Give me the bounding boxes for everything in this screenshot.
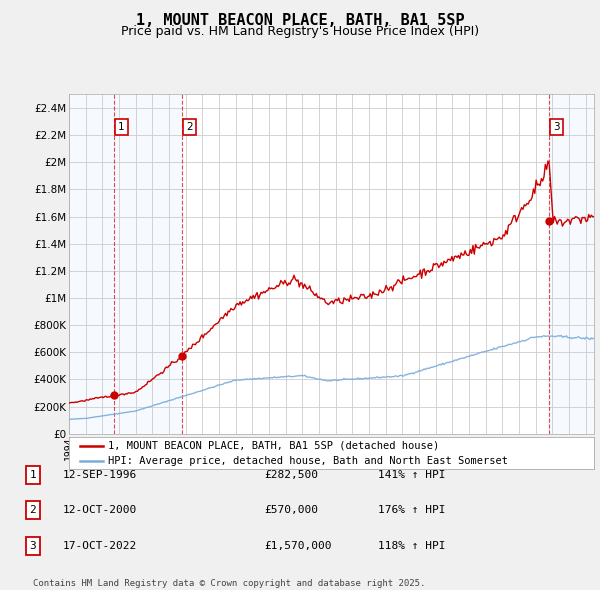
- Text: 2: 2: [186, 122, 193, 132]
- Text: 1, MOUNT BEACON PLACE, BATH, BA1 5SP: 1, MOUNT BEACON PLACE, BATH, BA1 5SP: [136, 13, 464, 28]
- Text: £1,570,000: £1,570,000: [264, 541, 331, 550]
- Bar: [114, 94, 182, 434]
- Text: 1: 1: [118, 122, 125, 132]
- Text: 141% ↑ HPI: 141% ↑ HPI: [378, 470, 445, 480]
- Text: £282,500: £282,500: [264, 470, 318, 480]
- Text: 3: 3: [553, 122, 560, 132]
- Text: 176% ↑ HPI: 176% ↑ HPI: [378, 506, 445, 515]
- Text: £570,000: £570,000: [264, 506, 318, 515]
- Text: HPI: Average price, detached house, Bath and North East Somerset: HPI: Average price, detached house, Bath…: [109, 456, 508, 466]
- Text: Price paid vs. HM Land Registry's House Price Index (HPI): Price paid vs. HM Land Registry's House …: [121, 25, 479, 38]
- Text: Contains HM Land Registry data © Crown copyright and database right 2025.
This d: Contains HM Land Registry data © Crown c…: [33, 579, 425, 590]
- Text: 1: 1: [29, 470, 37, 480]
- Text: 12-OCT-2000: 12-OCT-2000: [63, 506, 137, 515]
- Text: 118% ↑ HPI: 118% ↑ HPI: [378, 541, 445, 550]
- Text: 3: 3: [29, 541, 37, 550]
- Text: 1, MOUNT BEACON PLACE, BATH, BA1 5SP (detached house): 1, MOUNT BEACON PLACE, BATH, BA1 5SP (de…: [109, 441, 440, 451]
- Text: 17-OCT-2022: 17-OCT-2022: [63, 541, 137, 550]
- Bar: [549, 94, 594, 434]
- Bar: [69, 94, 114, 434]
- Text: 2: 2: [29, 506, 37, 515]
- Text: 12-SEP-1996: 12-SEP-1996: [63, 470, 137, 480]
